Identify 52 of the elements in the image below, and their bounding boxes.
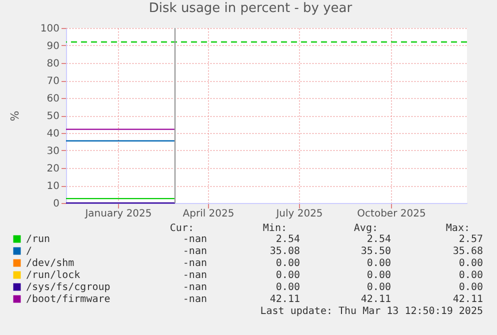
y-tick-label: 60 (46, 94, 60, 104)
y-tick-label: 40 (46, 128, 60, 140)
text: 42.11 (452, 294, 483, 306)
y-axis-title: % (8, 110, 22, 122)
text: 0.00 (458, 282, 483, 294)
legend-label: /run (26, 234, 50, 245)
x-tick-label: January 2025 (84, 208, 152, 220)
text: Last update: Thu Mar 13 12:50:19 2025 (260, 306, 483, 318)
y-tick-label: 10 (46, 181, 60, 192)
text: -nan (182, 294, 207, 306)
text: 35.68 (452, 246, 483, 258)
text: Min: (262, 223, 287, 234)
legend-label: /sys/fs/cgroup (26, 282, 110, 293)
y-tick-label: 90 (46, 41, 60, 52)
text: 0.00 (366, 282, 391, 294)
text: 0.00 (366, 258, 391, 270)
text: 0.00 (366, 270, 391, 282)
legend-label: /boot/firmware (26, 294, 110, 305)
y-tick-label: 70 (46, 76, 60, 87)
y-tick-label: 30 (46, 146, 60, 157)
x-tick-label: October 2025 (357, 208, 426, 220)
text: 0.00 (276, 282, 300, 294)
text: 2.57 (458, 234, 483, 246)
text: 0.00 (458, 258, 483, 270)
text: 35.08 (270, 246, 300, 258)
text: 42.11 (360, 294, 391, 306)
y-tick-label: 50 (46, 111, 60, 122)
text: Cur: (170, 223, 194, 235)
text: -nan (182, 270, 207, 282)
text: 2.54 (276, 234, 300, 246)
y-tick-label: 80 (46, 58, 60, 70)
legend-label: / (26, 246, 32, 257)
text: 2.54 (366, 234, 391, 246)
y-tick-label: 100 (40, 24, 60, 34)
chart-title: Disk usage in percent - by year (148, 1, 353, 16)
y-tick-label: 20 (46, 164, 60, 174)
legend-label: /dev/shm (26, 258, 74, 269)
x-tick-label: April 2025 (182, 208, 234, 220)
text: Avg: (354, 223, 378, 234)
text: 35.50 (360, 246, 391, 258)
legend-label: /run/lock (26, 270, 80, 281)
text: 0.00 (276, 258, 300, 270)
text: 42.11 (270, 294, 300, 306)
text: -nan (182, 234, 207, 246)
text: 0.00 (276, 270, 300, 282)
text: 0.00 (458, 270, 483, 282)
text: Max: (446, 223, 470, 234)
x-tick-label: July 2025 (275, 208, 323, 220)
text: -nan (182, 246, 207, 258)
text: -nan (182, 258, 207, 270)
y-tick-label: 0 (53, 198, 60, 210)
text: -nan (182, 282, 207, 294)
